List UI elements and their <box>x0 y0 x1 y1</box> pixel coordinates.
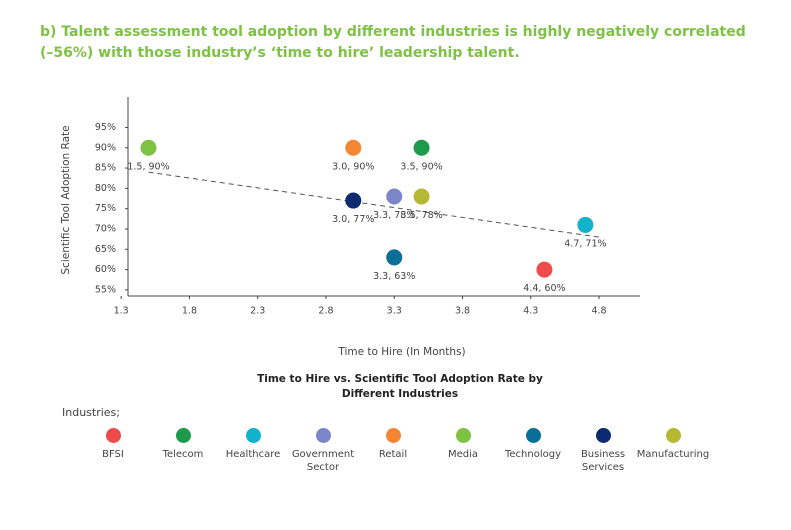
legend-swatch <box>315 428 331 443</box>
x-tick-label: 1.8 <box>182 306 197 317</box>
data-label: 3.3, 78% <box>373 210 415 221</box>
chart-caption: Time to Hire vs. Scientific Tool Adoptio… <box>257 373 543 400</box>
legend-label: Telecom <box>162 449 204 460</box>
legend-item: Technology <box>498 428 568 474</box>
legend-item: Media <box>428 428 498 474</box>
x-axis-title: Time to Hire (In Months) <box>337 346 465 358</box>
legend-swatch <box>595 428 611 443</box>
legend-item: Retail <box>358 428 428 474</box>
legend-title: Industries; <box>62 406 120 419</box>
legend-label: Manufacturing <box>636 449 710 460</box>
point <box>140 139 157 156</box>
y-tick-label: 60% <box>95 264 116 275</box>
point <box>386 188 403 205</box>
y-tick-label: 85% <box>95 163 116 174</box>
y-tick-label: 90% <box>95 142 116 153</box>
y-axis-title: Scientific Tool Adoption Rate <box>60 125 72 274</box>
legend-item: Telecom <box>148 428 218 474</box>
data-label: 4.4, 60% <box>523 283 565 294</box>
legend-swatch <box>455 428 471 443</box>
x-tick-label: 4.8 <box>591 306 606 317</box>
legend-item: BFSI <box>78 428 148 474</box>
y-tick-label: 80% <box>95 183 116 194</box>
y-tick-label: 70% <box>95 223 116 234</box>
y-tick-label: 95% <box>95 122 116 133</box>
legend-label: Media <box>447 449 479 460</box>
x-tick-label: 2.3 <box>250 306 265 317</box>
data-label: 1.5, 90% <box>127 161 169 172</box>
legend-swatch <box>105 428 121 443</box>
legend-item: Healthcare <box>218 428 288 474</box>
data-label: 3.3, 63% <box>373 271 415 282</box>
legend-item: Business Services <box>568 428 638 474</box>
legend-swatch <box>175 428 191 443</box>
point <box>577 216 594 233</box>
legend-label: Healthcare <box>225 449 281 460</box>
data-label: 3.0, 90% <box>332 161 374 172</box>
legend-label: Retail <box>378 449 408 460</box>
legend: BFSI Telecom Healthcare Government Sector Re… <box>78 428 710 474</box>
data-label: 4.7, 71% <box>564 238 606 249</box>
y-tick-label: 55% <box>95 284 116 295</box>
x-tick-label: 2.8 <box>318 306 333 317</box>
legend-label: Government Sector <box>291 449 355 473</box>
legend-swatch <box>385 428 401 443</box>
legend-swatch <box>665 428 681 443</box>
legend-swatch <box>245 428 261 443</box>
x-tick-label: 3.3 <box>387 306 402 317</box>
x-tick-label: 1.3 <box>114 306 129 317</box>
x-tick-label: 3.8 <box>455 306 470 317</box>
legend-swatch <box>525 428 541 443</box>
point <box>345 139 362 156</box>
y-tick-label: 75% <box>95 203 116 214</box>
data-label: 3.5, 78% <box>400 210 442 221</box>
trendline <box>148 171 600 238</box>
x-tick-label: 4.3 <box>523 306 538 317</box>
legend-label: BFSI <box>102 449 124 460</box>
legend-item: Government Sector <box>288 428 358 474</box>
point <box>345 192 362 209</box>
y-tick-label: 65% <box>95 244 116 255</box>
point <box>536 261 553 278</box>
heading: b) Talent assessment tool adoption by di… <box>40 24 746 61</box>
data-label: 3.0, 77% <box>332 214 374 225</box>
legend-label: Business Services <box>580 449 626 473</box>
data-label: 3.5, 90% <box>400 161 442 172</box>
point <box>386 249 403 266</box>
point <box>413 139 430 156</box>
point <box>413 188 430 205</box>
legend-item: Manufacturing <box>636 428 710 474</box>
legend-label: Technology <box>504 449 561 460</box>
